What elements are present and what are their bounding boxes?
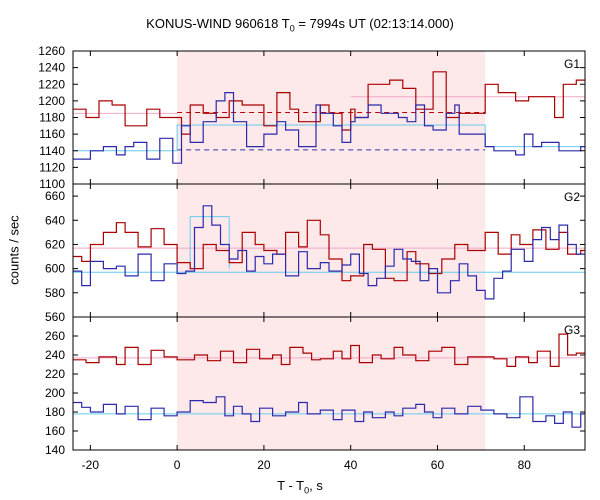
xtick-label: 60 [431,458,445,472]
xlabel-sub: 0 [304,485,310,496]
g3-ytick-label: 160 [45,424,65,438]
g2-ytick-label: 660 [45,189,65,203]
g1-ytick-label: 1220 [38,77,65,91]
title-main: KONUS-WIND 960618 T [146,16,290,31]
g2-ytick-label: 560 [45,310,65,324]
g1-blue-bg-post [176,124,585,151]
g2-red-series [73,219,585,282]
g3-frame [72,316,586,451]
g1-ytick-label: 1200 [38,94,65,108]
g3-ytick-label: 140 [45,443,65,457]
xtick-label: 80 [518,458,532,472]
chart-title: KONUS-WIND 960618 T0 = 7994s UT (02:13:1… [0,16,600,34]
g3-ytick-label: 180 [45,405,65,419]
g3-ytick-label: 240 [45,348,65,362]
g2-ytick-label: 580 [45,286,65,300]
g2-panel-label: G2 [564,190,580,204]
g3-ytick-label: 220 [45,367,65,381]
xtick-label: 0 [174,458,181,472]
xtick-label: 20 [257,458,271,472]
g3-red-series [73,333,585,367]
xlabel-rest: , s [309,478,323,493]
g3-blue-series [73,396,585,428]
g1-ytick-label: 1240 [38,61,65,75]
g1-ytick-label: 1180 [39,111,65,125]
xlabel-main: T - T [277,478,305,493]
g2-ytick-label: 640 [45,213,65,227]
g1-ytick-label: 1260 [38,44,65,58]
g2-blue-series [73,205,585,300]
g1-ytick-label: 1100 [39,177,65,191]
g3-panel-label: G3 [564,323,580,337]
title-rest: = 7994s UT (02:13:14.000) [294,16,454,31]
g2-ytick-label: 620 [45,237,65,251]
g1-red-series [73,71,585,135]
xtick-label: -20 [82,458,100,472]
g1-ytick-label: 1160 [39,127,65,141]
g3-ytick-label: 200 [45,386,65,400]
x-axis-label: T - T0, s [0,478,600,496]
g1-blue-series [73,92,585,164]
g1-panel-label: G1 [564,57,580,71]
title-sub: 0 [289,23,295,34]
g2-ytick-label: 600 [45,262,65,276]
g2-peak-box [189,216,230,269]
xtick-label: 40 [344,458,358,472]
g3-ytick-label: 260 [45,329,65,343]
g1-ytick-label: 1140 [39,144,65,158]
g1-ytick-label: 1120 [39,160,65,174]
